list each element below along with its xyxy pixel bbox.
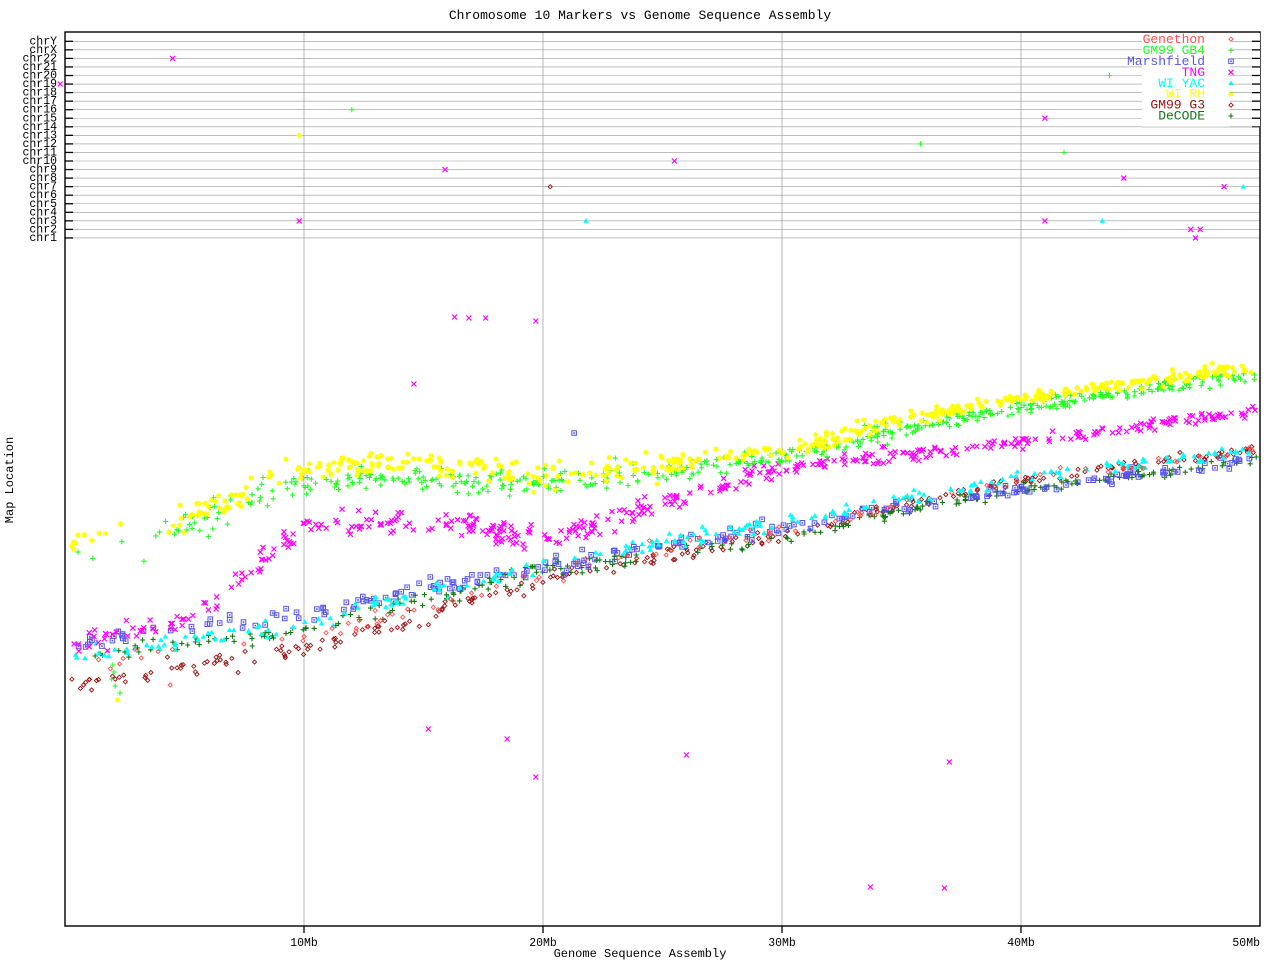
svg-text:chr1: chr1 <box>29 232 57 245</box>
svg-text:DeCODE: DeCODE <box>1158 109 1205 124</box>
